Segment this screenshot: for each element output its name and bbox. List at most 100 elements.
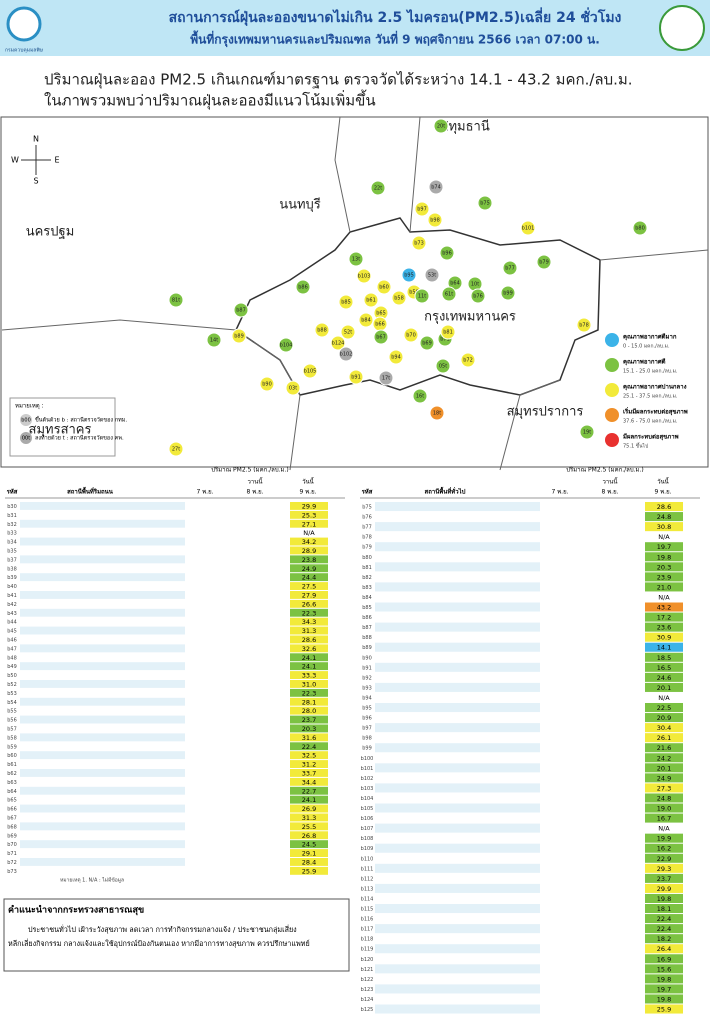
value: 28.0 [302, 707, 316, 715]
station-code: b31 [7, 513, 17, 519]
note-text: ลงท้ายด้วย t : สถานีตรวจวัดของ คพ. [35, 435, 124, 442]
row-bg [20, 715, 185, 724]
station-code: b71 [7, 851, 17, 857]
station-marker [388, 349, 404, 365]
value: 22.4 [657, 915, 671, 923]
day-header: 7 พ.ย. [551, 489, 568, 496]
station-code: b53 [7, 691, 17, 697]
value: 17.2 [657, 614, 671, 622]
value-cell [645, 803, 683, 813]
station-code: b115 [361, 907, 374, 913]
value: 32.5 [302, 752, 316, 760]
row-bg [375, 512, 540, 522]
level-range: 37.6 - 75.0 มคก./ลบ.ม. [623, 419, 678, 425]
value: 28.6 [302, 636, 316, 644]
station-marker [470, 288, 486, 304]
station-code: b61 [7, 762, 17, 768]
station-marker [348, 369, 364, 385]
value: 29.9 [657, 885, 671, 893]
station-label: b89 [234, 334, 244, 340]
row-bg [375, 592, 540, 602]
value: 24.9 [657, 774, 671, 782]
level-swatch [605, 433, 619, 447]
value: 19.8 [657, 553, 671, 561]
row-bg [20, 751, 185, 760]
station-marker [401, 267, 417, 283]
station-code: b49 [7, 664, 17, 670]
org: กรมควบคุมมลพิษ [5, 47, 44, 54]
header-bg [0, 0, 710, 56]
value-cell [290, 644, 328, 653]
value-cell [645, 703, 683, 713]
value-cell [290, 786, 328, 795]
value-cell [290, 751, 328, 760]
station-code: b91 [362, 665, 372, 671]
value-cell [645, 853, 683, 863]
station-code: b55 [7, 709, 17, 715]
value: 33.3 [302, 672, 316, 680]
station-code: b88 [362, 635, 372, 641]
station-code: b90 [362, 655, 372, 661]
map-note-title: หมายเหตุ : [15, 403, 44, 410]
level-swatch [605, 358, 619, 372]
station-marker [348, 251, 364, 267]
row-bg [20, 564, 185, 573]
station-label: 18t [433, 411, 441, 417]
station-code: b97 [362, 726, 372, 732]
value-cell [645, 582, 683, 592]
station-label: 19t [583, 430, 591, 436]
station-label: b103 [358, 274, 371, 280]
station-marker [477, 195, 493, 211]
value: 20.9 [657, 714, 671, 722]
value: 30.9 [657, 634, 671, 642]
station-label: b58 [394, 296, 404, 302]
station-label: 27t [172, 447, 180, 453]
station-label: b94 [391, 355, 401, 361]
row-bg [375, 883, 540, 893]
value-cell [645, 974, 683, 984]
station-marker [168, 292, 184, 308]
row-bg [20, 510, 185, 519]
row-bg [20, 626, 185, 635]
station-marker [378, 370, 394, 386]
station-label: b61 [366, 298, 376, 304]
code-header: รหัส [7, 488, 18, 496]
row-bg [20, 822, 185, 831]
value-cell [645, 954, 683, 964]
value: 24.6 [657, 674, 671, 682]
value: 22.4 [657, 925, 671, 933]
station-label: 05t [439, 364, 447, 370]
station-label: 10t [471, 282, 479, 288]
station-label: b95 [404, 273, 414, 279]
station-code: b65 [7, 798, 17, 804]
value-cell [290, 724, 328, 733]
row-bg [375, 572, 540, 582]
station-code: b43 [7, 611, 17, 617]
row-bg [375, 753, 540, 763]
station-code: b89 [362, 645, 372, 651]
station-code: b95 [362, 706, 372, 712]
row-bg [375, 713, 540, 723]
value: 23.7 [657, 875, 671, 883]
row-bg [20, 502, 185, 510]
value: 22.3 [302, 609, 316, 617]
row-bg [375, 652, 540, 662]
value: 27.5 [302, 583, 316, 591]
value-cell [645, 984, 683, 994]
row-bg [20, 840, 185, 849]
value: 27.3 [657, 784, 671, 792]
level-swatch [605, 408, 619, 422]
value-cell [290, 795, 328, 804]
value-cell [290, 573, 328, 582]
station-marker [536, 254, 552, 270]
row-bg [20, 608, 185, 617]
station-code: b76 [362, 515, 372, 521]
station-code: b40 [7, 584, 17, 590]
value: 20.3 [657, 563, 671, 571]
station-marker [340, 324, 356, 340]
value: 29.9 [302, 502, 316, 510]
station-marker [414, 288, 430, 304]
station-marker [439, 245, 455, 261]
value: 19.7 [657, 985, 671, 993]
station-code: b58 [7, 735, 17, 741]
